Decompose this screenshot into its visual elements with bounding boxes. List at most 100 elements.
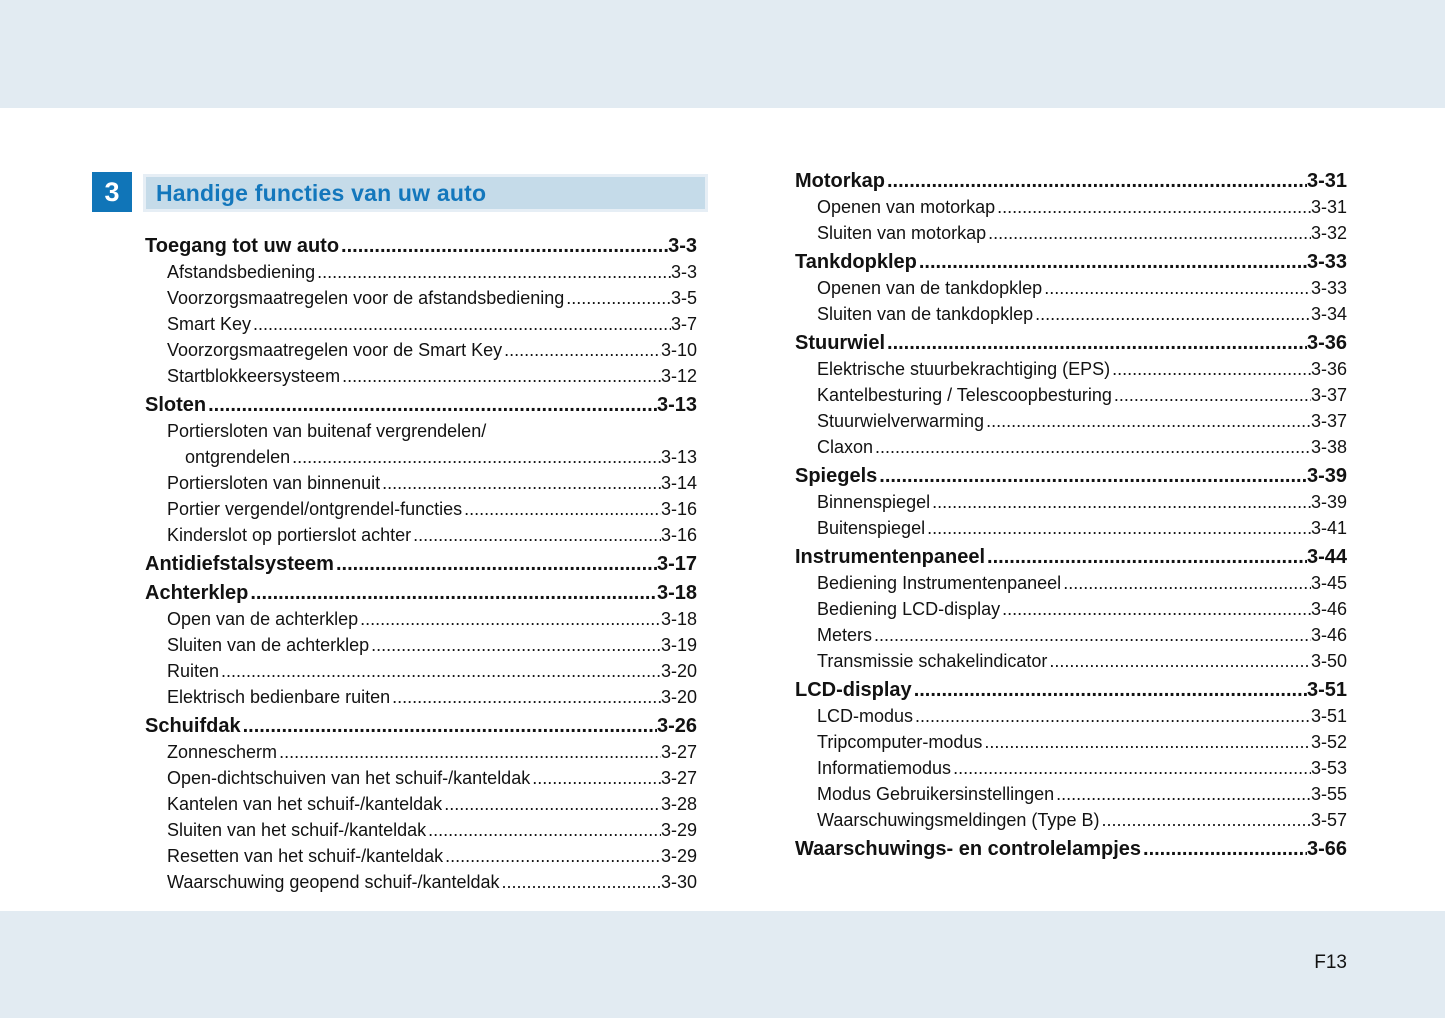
toc-entry-page: 3-36	[1310, 359, 1347, 379]
toc-entry-page: 3-10	[660, 340, 697, 360]
toc-entry: Antidiefstalsysteem.....................…	[145, 551, 697, 577]
toc-entry-label: Waarschuwings- en controlelampjes	[795, 838, 1142, 860]
toc-entry-label: Open-dichtschuiven van het schuif-/kante…	[167, 768, 531, 788]
toc-entry-page: 3-29	[660, 820, 697, 840]
toc-entry-label: Afstandsbediening	[167, 262, 316, 282]
toc-entry-label: Bediening LCD-display	[817, 599, 1001, 619]
toc-entry: Portier vergendel/ontgrendel-functies...…	[145, 496, 697, 522]
toc-entry-page: 3-27	[660, 742, 697, 762]
toc-entry-label: Informatiemodus	[817, 758, 952, 778]
toc-entry: Stuurwielverwarming.....................…	[795, 408, 1347, 434]
toc-entry: Sluiten van het schuif-/kanteldak.......…	[145, 817, 697, 843]
toc-entry-label: Schuifdak	[145, 715, 241, 737]
top-margin-band	[0, 0, 1445, 108]
toc-entry-page: 3-51	[1306, 679, 1347, 701]
dot-leader: ........................................…	[927, 518, 1311, 538]
toc-entry: Openen van de tankdopklep...............…	[795, 275, 1347, 301]
toc-entry-page: 3-33	[1306, 251, 1347, 273]
toc-entry-page: 3-13	[656, 394, 697, 416]
toc-entry: Ruiten..................................…	[145, 658, 697, 684]
dot-leader: ........................................…	[317, 262, 671, 282]
dot-leader: ........................................…	[887, 170, 1307, 192]
toc-entry-page: 3-5	[670, 288, 697, 308]
toc-entry-label: Smart Key	[167, 314, 252, 334]
dot-leader: ........................................…	[242, 715, 657, 737]
toc-entry-page: 3-3	[668, 235, 697, 257]
dot-leader: ........................................…	[1063, 573, 1311, 593]
dot-leader: ........................................…	[566, 288, 671, 308]
toc-entry-label: Stuurwielverwarming	[817, 411, 985, 431]
toc-left-column: Toegang tot uw auto.....................…	[145, 233, 697, 895]
toc-entry-page: 3-29	[660, 846, 697, 866]
toc-entry: Openen van motorkap.....................…	[795, 194, 1347, 220]
dot-leader: ........................................…	[988, 223, 1311, 243]
toc-entry: LCD-modus...............................…	[795, 703, 1347, 729]
dot-leader: ........................................…	[874, 625, 1311, 645]
dot-leader: ........................................…	[360, 609, 661, 629]
toc-entry: LCD-display.............................…	[795, 677, 1347, 703]
toc-entry-label: LCD-modus	[817, 706, 914, 726]
toc-entry: Waarschuwings- en controlelampjes.......…	[795, 836, 1347, 862]
toc-entry: Startblokkeersysteem....................…	[145, 363, 697, 389]
toc-entry-label: Sloten	[145, 394, 207, 416]
dot-leader: ........................................…	[1049, 651, 1311, 671]
toc-entry-page: 3-16	[660, 525, 697, 545]
dot-leader: ........................................…	[279, 742, 661, 762]
toc-entry-label: Portier vergendel/ontgrendel-functies	[167, 499, 463, 519]
toc-entry-label: Openen van motorkap	[817, 197, 996, 217]
dot-leader: ........................................…	[953, 758, 1311, 778]
dot-leader: ........................................…	[342, 366, 661, 386]
toc-entry-page: 3-44	[1306, 546, 1347, 568]
toc-entry-label: Achterklep	[145, 582, 249, 604]
toc-entry-page: 3-30	[660, 872, 697, 892]
toc-entry-label: Waarschuwingsmeldingen (Type B)	[817, 810, 1100, 830]
dot-leader: ........................................…	[501, 872, 661, 892]
toc-entry-page: 3-55	[1310, 784, 1347, 804]
dot-leader: ........................................…	[335, 553, 657, 575]
toc-entry-page: 3-20	[660, 661, 697, 681]
toc-entry-page: 3-34	[1310, 304, 1347, 324]
toc-entry-page: 3-39	[1310, 492, 1347, 512]
toc-entry: Binnenspiegel...........................…	[795, 489, 1347, 515]
toc-entry-label: Portiersloten van binnenuit	[167, 473, 381, 493]
toc-entry-label: Claxon	[817, 437, 874, 457]
toc-right-column: Motorkap................................…	[795, 168, 1347, 862]
toc-entry-label: Open van de achterklep	[167, 609, 359, 629]
dot-leader: ........................................…	[986, 411, 1311, 431]
toc-entry-page: 3-16	[660, 499, 697, 519]
toc-entry-label: Voorzorgsmaatregelen voor de Smart Key	[167, 340, 503, 360]
toc-entry-page: 3-66	[1306, 838, 1347, 860]
toc-entry-label: Stuurwiel	[795, 332, 886, 354]
toc-entry: Open-dichtschuiven van het schuif-/kante…	[145, 765, 697, 791]
toc-entry: Achterklep..............................…	[145, 580, 697, 606]
toc-entry: Buitenspiegel...........................…	[795, 515, 1347, 541]
toc-entry-page: 3-41	[1310, 518, 1347, 538]
toc-entry-label: Spiegels	[795, 465, 878, 487]
toc-entry-label: Antidiefstalsysteem	[145, 553, 334, 575]
toc-entry: ontgrendelen............................…	[145, 444, 697, 470]
toc-entry-label: Sluiten van motorkap	[817, 223, 987, 243]
toc-entry: Informatiemodus.........................…	[795, 755, 1347, 781]
toc-entry: Sluiten van motorkap....................…	[795, 220, 1347, 246]
dot-leader: ........................................…	[1002, 599, 1311, 619]
toc-entry-page: 3-37	[1310, 411, 1347, 431]
toc-entry-page: 3-53	[1310, 758, 1347, 778]
toc-entry: Waarschuwing geopend schuif-/kanteldak..…	[145, 869, 697, 895]
toc-entry-label: Instrumentenpaneel	[795, 546, 986, 568]
dot-leader: ........................................…	[915, 706, 1311, 726]
dot-leader: ........................................…	[887, 332, 1307, 354]
toc-entry: Kinderslot op portierslot achter........…	[145, 522, 697, 548]
toc-entry-label: Meters	[817, 625, 873, 645]
chapter-number-box: 3	[92, 172, 132, 212]
bottom-margin-band	[0, 911, 1445, 1018]
toc-entry: Bediening Instrumentenpaneel............…	[795, 570, 1347, 596]
toc-entry-label: Elektrische stuurbekrachtiging (EPS)	[817, 359, 1111, 379]
toc-entry-label: Toegang tot uw auto	[145, 235, 340, 257]
dot-leader: ........................................…	[413, 525, 661, 545]
dot-leader: ........................................…	[208, 394, 657, 416]
toc-entry-page: 3-12	[660, 366, 697, 386]
toc-entry-page: 3-28	[660, 794, 697, 814]
dot-leader: ........................................…	[371, 635, 661, 655]
toc-entry-page: 3-38	[1310, 437, 1347, 457]
toc-entry: Instrumentenpaneel......................…	[795, 544, 1347, 570]
